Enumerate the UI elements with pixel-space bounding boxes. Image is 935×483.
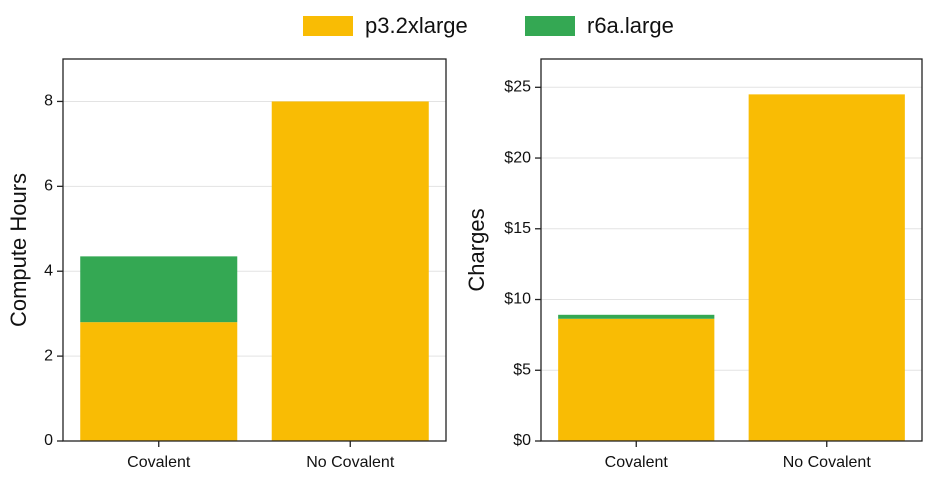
y-tick-label: 8: [44, 93, 53, 110]
y-tick-label: $20: [504, 149, 531, 166]
y-tick-label: 2: [44, 347, 53, 364]
legend-swatch: [303, 16, 353, 36]
legend-label: p3.2xlarge: [365, 13, 468, 38]
x-tick-label: Covalent: [605, 454, 669, 471]
y-axis-label: Compute Hours: [6, 173, 31, 327]
plot-frame: [540, 58, 923, 442]
y-tick-label: 6: [44, 178, 53, 195]
y-tick-label: $15: [504, 220, 531, 237]
y-tick-label: 4: [44, 262, 53, 279]
y-tick-label: $25: [504, 79, 531, 96]
x-tick-label: No Covalent: [306, 454, 395, 471]
bar-segment: [558, 314, 715, 319]
x-tick-label: Covalent: [127, 454, 191, 471]
legend-label: r6a.large: [587, 13, 674, 38]
panel: $0 $5 $10 $15 $20 $25 Covalent No Covalent Charg…: [464, 58, 923, 471]
bar-segment: [80, 256, 238, 323]
bar-segment: [748, 94, 905, 442]
legend-swatch: [525, 16, 575, 36]
y-tick-label: 0: [44, 432, 53, 449]
bar-segment: [271, 101, 429, 441]
bar-segment: [558, 318, 715, 441]
y-tick-label: $0: [513, 432, 531, 449]
panel: 0 2 4 6 8 Covalent No Covalent Compute Hours: [6, 58, 447, 471]
plot-frame: [62, 58, 447, 442]
y-tick-label: $10: [504, 291, 531, 308]
y-tick-label: $5: [513, 361, 531, 378]
x-tick-label: No Covalent: [783, 454, 872, 471]
y-axis-label: Charges: [464, 208, 489, 291]
bar-segment: [80, 322, 238, 441]
